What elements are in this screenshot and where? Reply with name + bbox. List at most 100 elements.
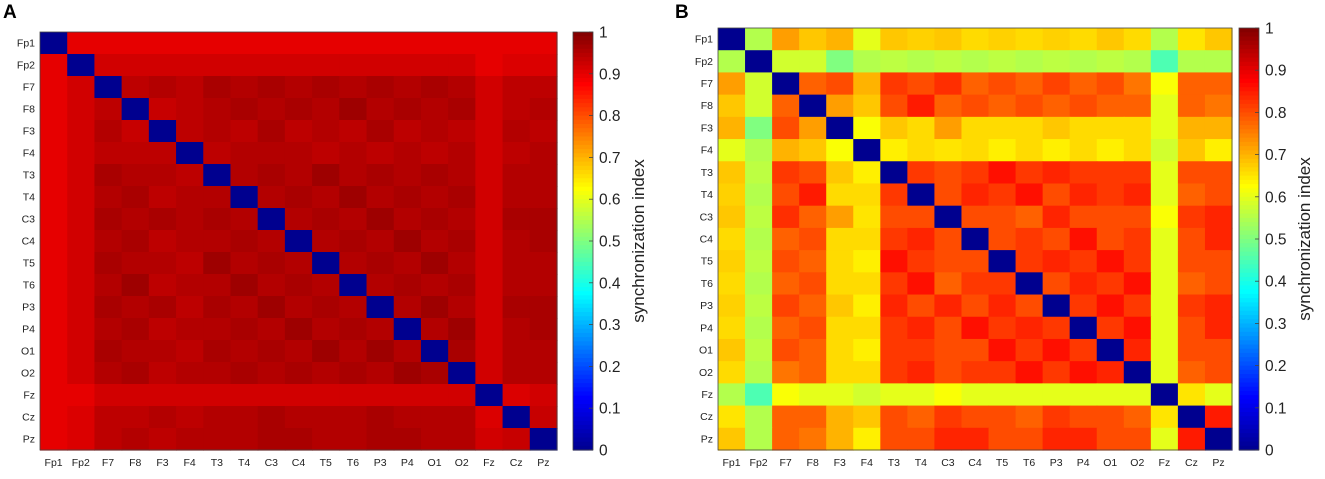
colorbar-segment	[573, 366, 593, 372]
heatmap-cell	[40, 362, 68, 385]
heatmap-cell	[826, 161, 854, 185]
colorbar-segment	[1239, 146, 1259, 151]
heatmap-cell	[934, 383, 963, 407]
heatmap-cell	[148, 208, 177, 231]
colorbar-segment	[1239, 209, 1259, 215]
colorbar-segment	[573, 61, 593, 67]
heatmap-cell	[475, 32, 504, 55]
colorbar-segment	[573, 353, 593, 359]
colorbar-segment	[573, 320, 593, 326]
heatmap-cell	[1015, 427, 1044, 451]
heatmap-cell	[826, 294, 854, 318]
heatmap-cell	[40, 98, 68, 121]
colorbar-segment	[1239, 196, 1259, 202]
heatmap-cell	[988, 316, 1017, 340]
heatmap-cell	[67, 340, 96, 363]
heatmap-cells	[40, 32, 558, 451]
heatmap-cell	[339, 186, 368, 209]
heatmap-cell	[230, 296, 259, 319]
heatmap-cell	[366, 142, 395, 165]
heatmap-cell	[853, 383, 881, 407]
heatmap-cell	[1204, 316, 1233, 340]
heatmap-cell	[230, 230, 259, 253]
heatmap-cell	[1042, 50, 1071, 74]
heatmap-cell	[988, 50, 1017, 74]
colorbar-segment	[573, 165, 593, 171]
heatmap-cell	[1042, 72, 1071, 96]
heatmap-cell	[772, 94, 800, 118]
heatmap-cell	[745, 272, 773, 296]
heatmap-cell	[529, 384, 558, 407]
heatmap-cell	[772, 294, 800, 318]
colorbar-segment	[1239, 352, 1259, 358]
x-tick-label: Fp1	[45, 457, 63, 469]
heatmap-cell	[366, 252, 395, 275]
colorbar-segment	[1239, 78, 1259, 84]
y-tick-label: Fp1	[695, 34, 713, 46]
heatmap-cell	[121, 142, 150, 165]
heatmap-cell	[1177, 94, 1206, 118]
y-tick-label: O1	[21, 346, 35, 358]
heatmap-cell	[502, 318, 531, 341]
heatmap-cells	[718, 28, 1233, 451]
heatmap-cell	[203, 296, 232, 319]
colorbar-segment	[1239, 158, 1259, 164]
heatmap-cell	[718, 405, 746, 429]
heatmap-cell	[826, 250, 854, 273]
heatmap-cell	[961, 50, 990, 74]
colorbar-segment	[1239, 222, 1259, 227]
heatmap-cell	[393, 318, 422, 341]
heatmap-cell	[312, 318, 340, 341]
x-tick-label: O2	[455, 457, 469, 469]
heatmap-cell	[448, 296, 476, 319]
heatmap-cell	[40, 186, 68, 209]
x-tick-label: F7	[779, 457, 791, 469]
y-tick-label: Fp2	[17, 60, 35, 72]
colorbar-segment	[1239, 310, 1259, 316]
heatmap-cell	[772, 50, 800, 74]
colorbar-segment	[1239, 184, 1259, 189]
heatmap-cell	[988, 94, 1017, 118]
heatmap-cell	[1204, 139, 1233, 162]
heatmap-cell	[67, 98, 96, 121]
heatmap-cell	[448, 428, 476, 451]
heatmap-cell	[448, 142, 476, 165]
heatmap-chart: Fp1 Fp2 F7 F8 F3 F4 T3 T4 C3 C4 T5 T6 P3 P4 O1 O2 Fz Cz Pz…	[17, 25, 648, 470]
y-tick-label: Fp2	[695, 56, 713, 68]
heatmap-cell	[745, 338, 773, 362]
heatmap-cell	[148, 340, 177, 363]
heatmap-cell	[475, 252, 504, 275]
heatmap-cell	[1150, 361, 1179, 384]
colorbar-segment	[573, 190, 593, 196]
heatmap-cell	[366, 120, 395, 143]
heatmap-cell	[745, 139, 773, 162]
colorbar-segment	[573, 44, 593, 50]
heatmap-cell	[148, 164, 177, 187]
heatmap-cell	[1177, 272, 1206, 296]
heatmap-cell	[934, 427, 963, 451]
heatmap-cell	[1096, 338, 1125, 362]
heatmap-cell	[1150, 183, 1179, 207]
colorbar-segment	[1239, 103, 1259, 109]
heatmap-cell	[1042, 405, 1071, 429]
heatmap-cell	[94, 384, 123, 407]
colorbar-segment	[573, 178, 593, 184]
heatmap-cell	[1177, 294, 1206, 318]
colorbar-segment	[1239, 49, 1259, 54]
heatmap-cell	[529, 208, 558, 231]
heatmap-cell	[1042, 183, 1071, 207]
heatmap-cell	[799, 272, 827, 296]
x-tick-label: F7	[102, 457, 114, 469]
heatmap-cell	[148, 252, 177, 275]
heatmap-cell	[1123, 161, 1152, 185]
heatmap-cell	[529, 252, 558, 275]
colorbar-segment	[1239, 319, 1259, 324]
heatmap-cell	[988, 28, 1017, 51]
heatmap-cell	[799, 50, 827, 74]
colorbar-tick-label: 0.2	[599, 359, 621, 376]
x-tick-label: Cz	[1185, 457, 1198, 469]
heatmap-cell	[529, 318, 558, 341]
heatmap-cell	[1204, 28, 1233, 51]
heatmap-cell	[1123, 361, 1152, 384]
x-tick-label: T5	[996, 457, 1008, 469]
